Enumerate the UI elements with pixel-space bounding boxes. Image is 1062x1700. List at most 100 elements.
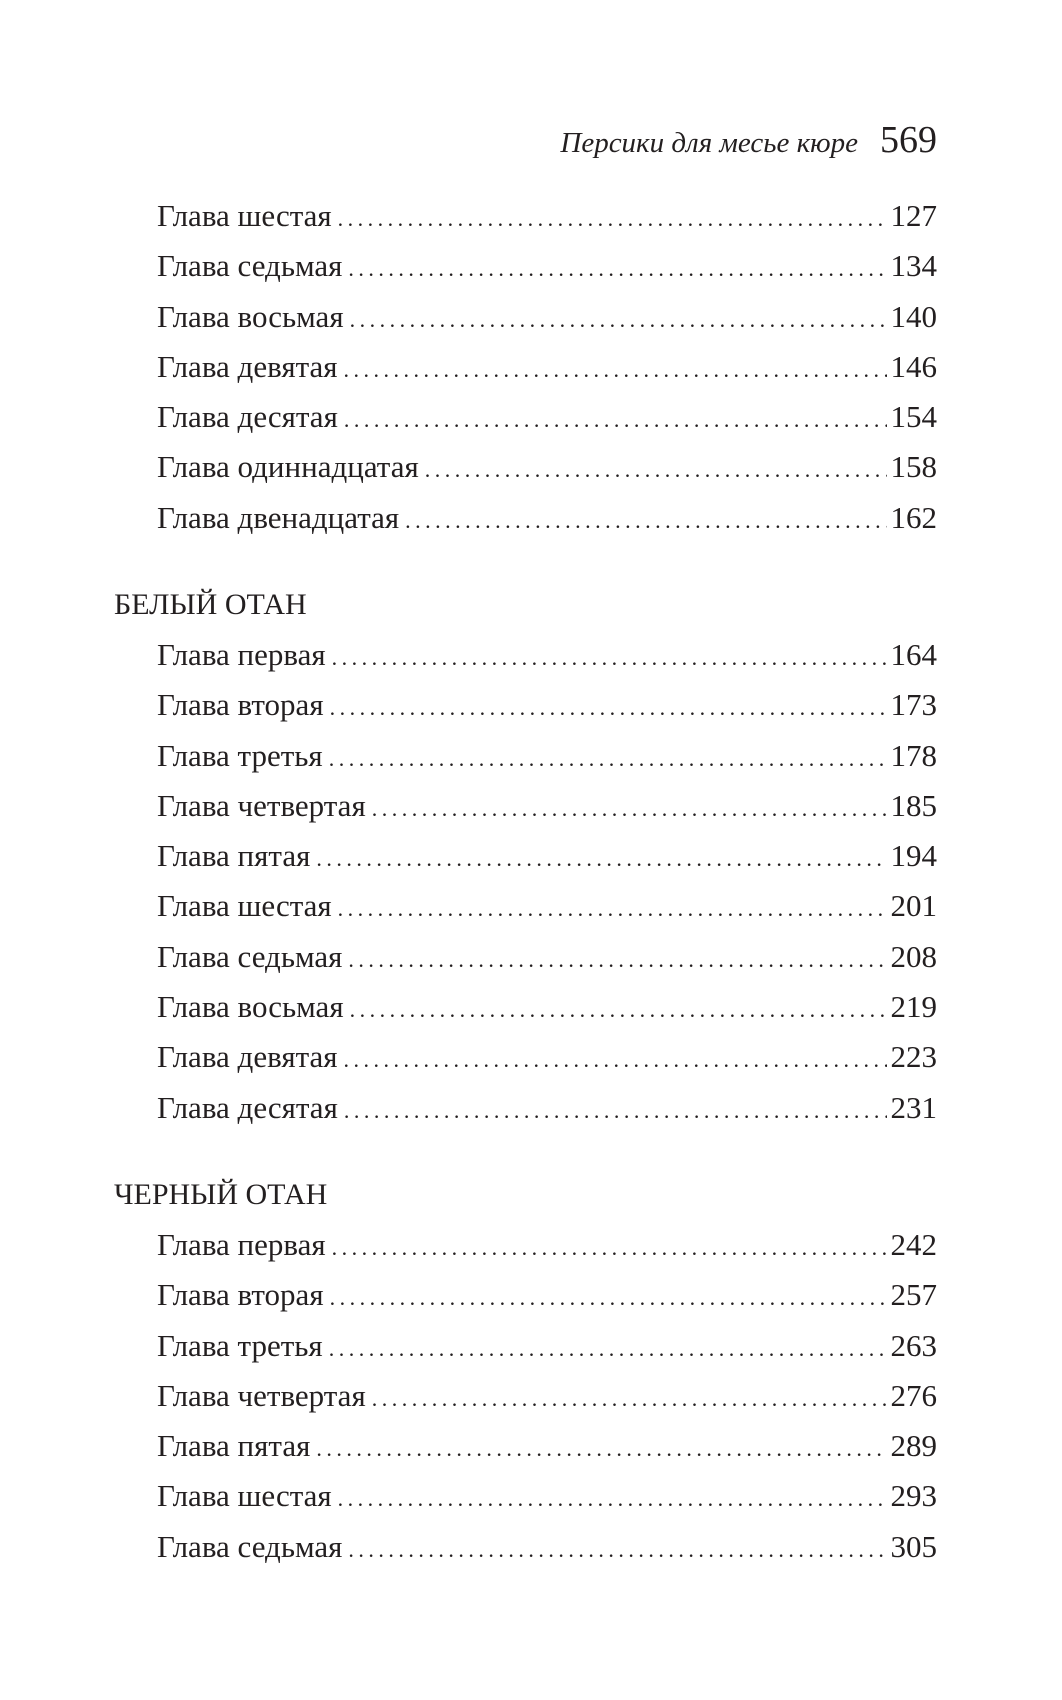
entry-page: 242 [890, 1227, 938, 1262]
entry-page: 154 [890, 399, 938, 435]
toc-entry: Глава третья 263 [157, 1321, 937, 1371]
dot-leader [330, 683, 887, 733]
entry-label: Глава девятая [157, 348, 338, 384]
dot-leader [425, 445, 887, 495]
entry-page: 185 [890, 787, 938, 823]
toc-section: Глава шестая 127 Глава седьмая 134 Глава вос… [114, 191, 937, 543]
entry-page: 231 [890, 1089, 938, 1125]
entry-label: Глава пятая [157, 1428, 311, 1464]
entry-page: 173 [890, 687, 938, 723]
entry-page: 194 [890, 838, 938, 874]
toc-entry: Глава одиннадцатая 158 [157, 442, 937, 492]
dot-leader [344, 1086, 887, 1136]
entry-label: Глава седьмая [157, 1528, 343, 1564]
entry-label: Глава пятая [157, 838, 311, 874]
entry-page: 127 [890, 198, 938, 233]
toc-entry: Глава девятая 146 [157, 342, 937, 392]
dot-leader [348, 1525, 886, 1575]
toc-entry: Глава шестая 127 [157, 191, 937, 241]
entry-label: Глава восьмая [157, 298, 344, 334]
dot-leader [350, 985, 887, 1035]
toc-entry: Глава шестая 293 [157, 1471, 937, 1521]
entry-label: Глава седьмая [157, 248, 343, 284]
dot-leader [350, 295, 887, 345]
toc-entry: Глава первая 164 [157, 630, 937, 680]
toc-entry: Глава седьмая 134 [157, 241, 937, 291]
entry-page: 263 [890, 1327, 938, 1363]
entry-page: 146 [890, 348, 938, 384]
entry-label: Глава шестая [157, 198, 332, 233]
toc-entry: Глава четвертая 185 [157, 781, 937, 831]
dot-leader [372, 1374, 887, 1424]
dot-leader [338, 194, 887, 244]
entry-label: Глава восьмая [157, 989, 344, 1025]
entry-label: Глава вторая [157, 1277, 324, 1313]
dot-leader [405, 496, 886, 546]
entry-page: 289 [890, 1428, 938, 1464]
toc-entry: Глава девятая 223 [157, 1032, 937, 1082]
entry-page: 201 [890, 888, 938, 924]
entry-label: Глава одиннадцатая [157, 449, 419, 485]
entry-page: 178 [890, 737, 938, 773]
dot-leader [348, 935, 886, 985]
entry-label: Глава шестая [157, 888, 332, 924]
entry-page: 158 [890, 449, 938, 485]
entry-page: 134 [890, 248, 938, 284]
toc-entry: Глава восьмая 140 [157, 292, 937, 342]
dot-leader [338, 1474, 887, 1524]
toc-section-black-otan: ЧЕРНЫЙ ОТАН Глава первая 242 Глава вторая 2… [114, 1170, 937, 1572]
entry-page: 164 [890, 637, 938, 672]
toc-entry: Глава седьмая 305 [157, 1522, 937, 1572]
running-title: Персики для месье кюре [560, 127, 858, 159]
page-number: 569 [880, 119, 937, 161]
toc-entry: Глава десятая 154 [157, 392, 937, 442]
dot-leader [316, 1424, 886, 1474]
toc-entry: Глава вторая 257 [157, 1270, 937, 1320]
toc-entry: Глава четвертая 276 [157, 1371, 937, 1421]
dot-leader [332, 1223, 887, 1273]
entry-page: 305 [890, 1528, 938, 1564]
dot-leader [348, 244, 886, 294]
toc-entry: Глава двенадцатая 162 [157, 493, 937, 543]
entry-page: 140 [890, 298, 938, 334]
toc-section-white-otan: БЕЛЫЙ ОТАН Глава первая 164 Глава вторая 17… [114, 580, 937, 1133]
dot-leader [338, 884, 887, 934]
section-heading: ЧЕРНЫЙ ОТАН [114, 1178, 328, 1211]
entry-label: Глава девятая [157, 1039, 338, 1075]
entry-page: 293 [890, 1478, 938, 1514]
toc-entry: Глава десятая 231 [157, 1083, 937, 1133]
dot-leader [329, 734, 887, 784]
dot-leader [332, 633, 887, 683]
entry-label: Глава седьмая [157, 938, 343, 974]
toc-entry: Глава пятая 194 [157, 831, 937, 881]
entry-label: Глава первая [157, 1227, 326, 1262]
entry-page: 162 [890, 499, 938, 535]
dot-leader [344, 1035, 887, 1085]
toc-entry: Глава вторая 173 [157, 680, 937, 730]
entry-page: 208 [890, 938, 938, 974]
dot-leader [316, 834, 886, 884]
dot-leader [344, 345, 887, 395]
entry-page: 223 [890, 1039, 938, 1075]
entry-page: 276 [890, 1377, 938, 1413]
entry-page: 257 [890, 1277, 938, 1313]
toc-entry: Глава восьмая 219 [157, 982, 937, 1032]
entry-label: Глава четвертая [157, 787, 366, 823]
dot-leader [372, 784, 887, 834]
running-header: Персики для месье кюре 569 [560, 118, 937, 162]
entry-page: 219 [890, 989, 938, 1025]
entry-label: Глава десятая [157, 1089, 338, 1125]
entry-label: Глава двенадцатая [157, 499, 400, 535]
toc-entry: Глава седьмая 208 [157, 932, 937, 982]
entry-label: Глава десятая [157, 399, 338, 435]
toc-entry: Глава шестая 201 [157, 881, 937, 931]
entry-label: Глава четвертая [157, 1377, 366, 1413]
entry-label: Глава третья [157, 737, 323, 773]
dot-leader [330, 1273, 887, 1323]
toc-entry: Глава третья 178 [157, 731, 937, 781]
toc-entry: Глава первая 242 [157, 1220, 937, 1270]
dot-leader [329, 1324, 887, 1374]
section-heading: БЕЛЫЙ ОТАН [114, 588, 307, 621]
entry-label: Глава шестая [157, 1478, 332, 1514]
entry-label: Глава первая [157, 637, 326, 672]
